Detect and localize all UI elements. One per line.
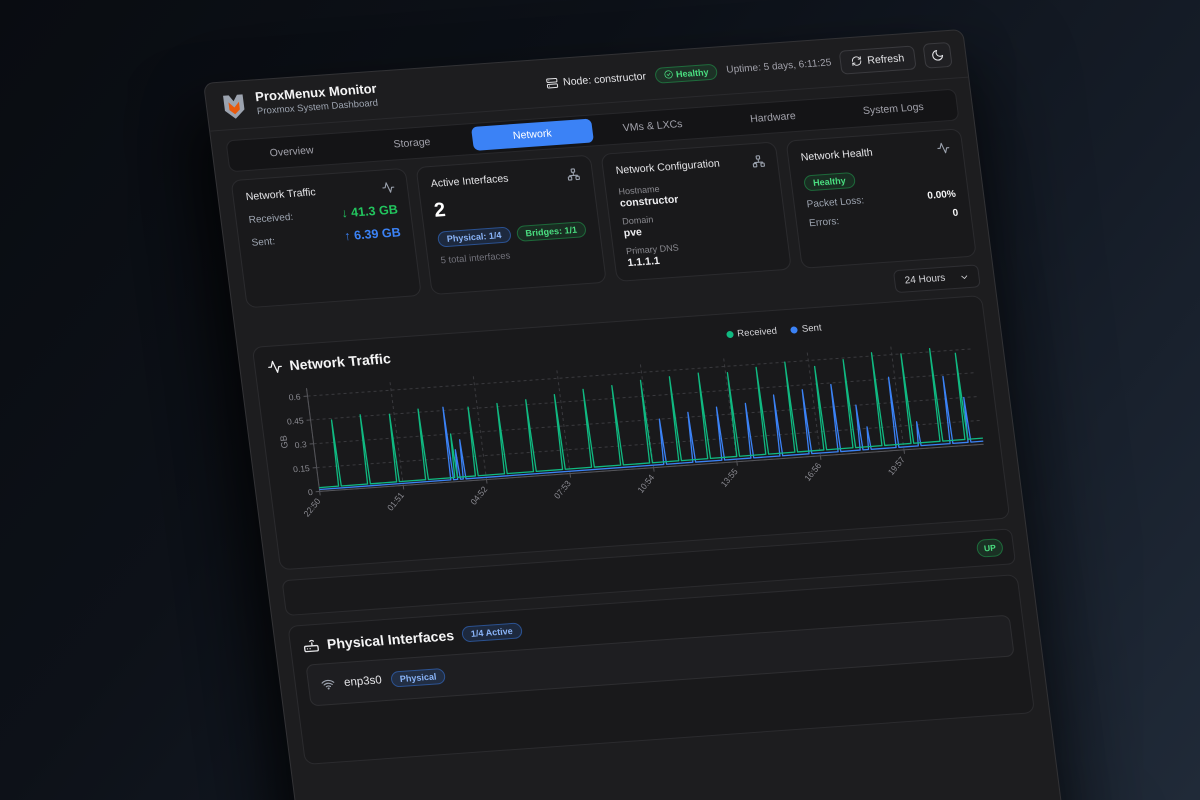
uptime-label: Uptime: 5 days, 6:11:25 (725, 57, 833, 76)
traffic-line-chart: 0 0.15 0.3 0.45 0.6 22:50 01:51 04:52 07:53 10:54… (278, 346, 984, 519)
sent-dot-icon (790, 325, 799, 334)
tab-network[interactable]: Network (470, 118, 595, 151)
node-indicator: Node: constructor (545, 70, 647, 89)
svg-text:01:51: 01:51 (385, 490, 406, 513)
check-circle-icon (664, 70, 673, 79)
interface-type-badge: Physical (389, 667, 447, 688)
card-title: Active Interfaces (430, 172, 510, 190)
tab-vms-lxcs[interactable]: VMs & LXCs (622, 118, 684, 135)
sent-label: Sent: (250, 235, 276, 249)
tab-storage[interactable]: Storage (392, 136, 432, 151)
router-icon (303, 639, 319, 653)
refresh-icon (852, 56, 862, 66)
header: ProxMenux Monitor Proxmox System Dashboa… (204, 30, 969, 132)
tab-overview[interactable]: Overview (269, 144, 315, 160)
packet-loss-value: 0.00% (926, 188, 957, 202)
network-icon (567, 168, 580, 181)
svg-text:0.15: 0.15 (292, 463, 310, 474)
svg-text:07:53: 07:53 (552, 478, 573, 501)
errors-value: 0 (951, 207, 959, 219)
svg-text:0.45: 0.45 (286, 415, 304, 426)
network-configuration-card: Network Configuration Hostname construct… (600, 141, 792, 282)
svg-text:04:52: 04:52 (468, 484, 489, 507)
wifi-icon (321, 679, 335, 690)
health-badge: Healthy (803, 171, 856, 192)
bridges-count-badge: Bridges: 1/1 (515, 221, 587, 242)
moon-icon (932, 49, 944, 61)
dashboard-panel: ProxMenux Monitor Proxmox System Dashboa… (203, 28, 1067, 800)
svg-text:0.6: 0.6 (288, 392, 301, 403)
theme-toggle-button[interactable] (922, 41, 953, 69)
up-arrow-icon: ↑ (343, 228, 352, 244)
refresh-button[interactable]: Refresh (838, 44, 917, 75)
primary-dns-field: Primary DNS 1.1.1.1 (625, 242, 680, 270)
network-traffic-chart-card: Network Traffic Received Sent 0 0.15 0.3 0.… (251, 295, 1011, 571)
active-interfaces-card: Active Interfaces 2 Physical: 1/4 Bridge… (415, 154, 607, 296)
card-title: Network Health (800, 146, 874, 164)
tab-system-logs[interactable]: System Logs (862, 100, 925, 118)
card-title: Network Configuration (615, 157, 721, 177)
svg-text:0: 0 (307, 487, 313, 497)
total-interfaces-caption: 5 total interfaces (439, 250, 512, 267)
physical-count-badge: Physical: 1/4 (436, 226, 512, 248)
packet-loss-label: Packet Loss: (806, 195, 865, 211)
svg-text:10:54: 10:54 (635, 472, 656, 495)
activity-icon (382, 182, 395, 193)
domain-field: Domain pve (621, 214, 654, 240)
svg-text:16:56: 16:56 (802, 460, 823, 483)
active-interfaces-count: 2 (432, 199, 447, 222)
card-title: Network Traffic (245, 186, 317, 204)
chevron-down-icon (961, 274, 968, 279)
received-label: Received: (248, 211, 294, 226)
errors-label: Errors: (808, 216, 840, 230)
svg-text:0.3: 0.3 (294, 439, 307, 450)
server-icon (546, 77, 559, 88)
summary-cards: Network Traffic Received: ↓ 41.3 GB Sent… (230, 128, 977, 309)
network-traffic-card: Network Traffic Received: ↓ 41.3 GB Sent… (230, 167, 422, 309)
received-value: ↓ 41.3 GB (340, 202, 399, 221)
chart-title: Network Traffic (266, 350, 392, 375)
tab-hardware[interactable]: Hardware (749, 110, 797, 126)
topbar: Node: constructor Healthy Uptime: 5 days… (544, 41, 953, 96)
node-label: Node: constructor (562, 70, 647, 88)
active-count-badge: 1/4 Active (460, 622, 523, 643)
time-range-row: 24 Hours (248, 264, 981, 339)
down-arrow-icon: ↓ (340, 206, 349, 221)
svg-text:13:55: 13:55 (719, 466, 740, 489)
up-status-badge: UP (975, 538, 1004, 558)
svg-text:22:50: 22:50 (301, 496, 322, 519)
network-icon (752, 155, 765, 168)
proxmenux-logo-icon (222, 93, 245, 119)
svg-text:GB: GB (278, 435, 290, 449)
interface-row-enp3s0[interactable]: enp3s0 Physical (305, 614, 1015, 707)
activity-icon (268, 360, 282, 373)
sent-value: ↑ 6.39 GB (343, 225, 402, 244)
svg-text:19:57: 19:57 (886, 454, 907, 477)
legend-sent[interactable]: Sent (790, 322, 822, 335)
interface-name: enp3s0 (343, 674, 383, 689)
activity-icon (937, 142, 950, 154)
network-health-card: Network Health Healthy Packet Loss: 0.00… (785, 128, 977, 269)
received-dot-icon (725, 330, 734, 338)
physical-interfaces-title: Physical Interfaces (326, 627, 455, 653)
health-status-badge: Healthy (653, 63, 719, 84)
time-range-select[interactable]: 24 Hours (893, 264, 981, 294)
physical-interfaces-section: Physical Interfaces 1/4 Active enp3s0 Ph… (287, 574, 1036, 765)
legend-received[interactable]: Received (725, 325, 778, 340)
hostname-field: Hostname constructor (617, 183, 680, 210)
